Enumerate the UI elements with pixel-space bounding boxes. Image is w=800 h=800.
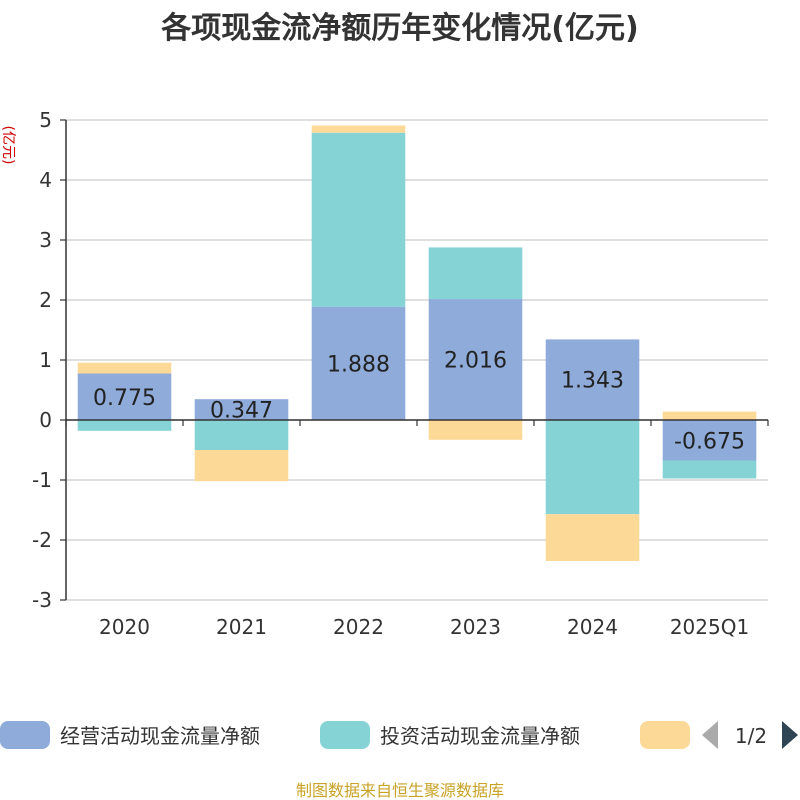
y-tick-label: 4: [39, 168, 52, 192]
y-tick-labels: 5 4 3 2 1 0 -1 -2 -3: [32, 108, 52, 612]
bars: [77, 125, 757, 561]
bar-series1-2023: [428, 299, 523, 420]
bar-series2-2020: [77, 420, 172, 431]
x-tick-label: 2023: [450, 615, 501, 639]
bar-series3-2020: [77, 362, 172, 374]
x-tick-label: 2025Q1: [670, 615, 749, 639]
y-tick-label: 1: [39, 348, 52, 372]
x-tick-labels: 2020 2021 2022 2023 2024 2025Q1: [99, 615, 749, 639]
legend-next-page-icon[interactable]: [782, 721, 798, 749]
bar-series1-2020: [77, 373, 172, 420]
y-axis-unit: (亿元): [0, 126, 16, 165]
bar-series2-2024: [545, 420, 640, 515]
bar-series3-2023: [428, 420, 523, 440]
x-tick-label: 2022: [333, 615, 384, 639]
y-tick-label: -2: [32, 528, 52, 552]
legend-swatch-3[interactable]: [640, 721, 690, 749]
data-label-2022: 1.888: [327, 352, 390, 377]
legend-label-1[interactable]: 经营活动现金流量净额: [60, 724, 260, 748]
y-tick-label: 3: [39, 228, 52, 252]
y-tick-label: 0: [39, 408, 52, 432]
data-label-2020: 0.775: [93, 386, 156, 411]
y-tick-label: -3: [32, 588, 52, 612]
y-tick-label: 5: [39, 108, 52, 132]
x-tick-label: 2020: [99, 615, 150, 639]
bar-series2-2025Q1: [662, 460, 757, 479]
grid-lines: [66, 119, 768, 601]
y-tick-label: -1: [32, 468, 52, 492]
bar-series1-2024: [545, 339, 640, 420]
bar-series3-2024: [545, 514, 640, 561]
bar-series2-2022: [311, 132, 406, 307]
bar-series1-2021: [194, 399, 289, 420]
bar-series1-2025Q1: [662, 420, 757, 461]
source-note: 制图数据来自恒生聚源数据库: [296, 781, 504, 800]
legend-label-2[interactable]: 投资活动现金流量净额: [380, 724, 580, 748]
legend-swatch-1[interactable]: [0, 721, 50, 749]
bar-series3-2022: [311, 125, 406, 133]
legend-swatch-2[interactable]: [320, 721, 370, 749]
data-label-2024: 1.343: [561, 369, 624, 394]
legend: 经营活动现金流量净额 投资活动现金流量净额 1/2: [0, 721, 798, 749]
data-label-2023: 2.016: [444, 349, 507, 374]
x-tick-label: 2024: [567, 615, 618, 639]
legend-page-indicator: 1/2: [735, 724, 767, 748]
x-tick-label: 2021: [216, 615, 267, 639]
bar-series3-2025Q1: [662, 411, 757, 420]
bar-series1-2022: [311, 306, 406, 420]
bar-series3-2021: [194, 450, 289, 482]
chart-title: 各项现金流净额历年变化情况(亿元): [160, 11, 638, 46]
data-label-2025Q1: -0.675: [674, 429, 745, 454]
bar-series2-2021: [194, 420, 289, 450]
axes: [60, 119, 67, 601]
legend-prev-page-icon[interactable]: [702, 721, 718, 749]
bar-series2-2023: [428, 247, 523, 300]
y-tick-label: 2: [39, 288, 52, 312]
